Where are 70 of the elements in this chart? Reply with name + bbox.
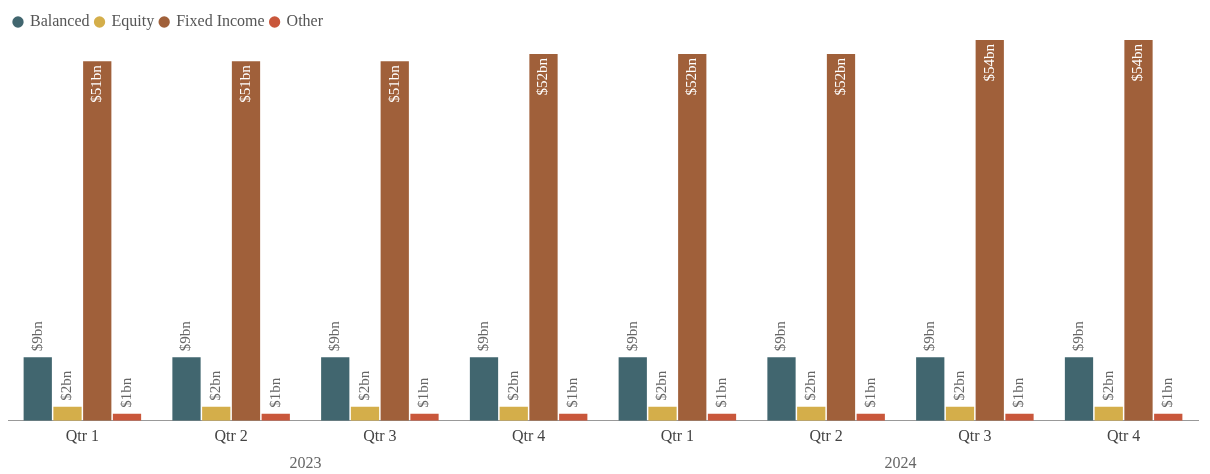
bar bbox=[321, 357, 350, 421]
x-tick-label: Qtr 3 bbox=[958, 426, 992, 444]
data-label: $1bn bbox=[117, 377, 134, 408]
bar bbox=[53, 406, 82, 421]
bar bbox=[380, 61, 409, 421]
bar bbox=[826, 54, 856, 421]
bar bbox=[767, 357, 796, 421]
data-label: $2bn bbox=[653, 370, 670, 401]
bar bbox=[975, 40, 1004, 421]
data-label: $2bn bbox=[950, 370, 967, 401]
data-label: $51bn bbox=[385, 64, 402, 103]
data-label: $2bn bbox=[504, 370, 521, 401]
bar bbox=[1124, 40, 1153, 421]
data-label: $9bn bbox=[772, 320, 789, 352]
legend-label: Balanced bbox=[30, 12, 90, 30]
x-tick-label: Qtr 2 bbox=[214, 426, 248, 444]
bar bbox=[499, 406, 528, 421]
legend-label: Fixed Income bbox=[176, 12, 265, 30]
data-label: $1bn bbox=[1159, 377, 1176, 408]
text: 2024 bbox=[884, 454, 917, 472]
data-label: $2bn bbox=[802, 370, 819, 401]
bar bbox=[83, 61, 112, 421]
data-label: $1bn bbox=[712, 377, 729, 408]
data-label: $9bn bbox=[921, 320, 938, 352]
x-tick-label: Qtr 1 bbox=[65, 426, 100, 444]
legend-label: Equity bbox=[111, 12, 155, 31]
data-label: $9bn bbox=[623, 320, 640, 352]
legend-label: Other bbox=[286, 12, 324, 30]
data-label: $1bn bbox=[1010, 377, 1027, 408]
data-label: $54bn bbox=[980, 43, 997, 82]
bar bbox=[797, 406, 826, 421]
data-label: $9bn bbox=[177, 320, 194, 352]
bar bbox=[618, 357, 647, 421]
data-label: $51bn bbox=[236, 64, 253, 103]
text: 2023 bbox=[289, 454, 322, 472]
data-label: $2bn bbox=[207, 370, 224, 401]
data-label: $9bn bbox=[1069, 320, 1086, 352]
bar bbox=[529, 54, 558, 421]
x-tick-label: Qtr 4 bbox=[511, 426, 546, 444]
bar bbox=[648, 406, 677, 421]
x-tick-label: Qtr 3 bbox=[363, 426, 397, 444]
data-label: $1bn bbox=[861, 377, 878, 408]
bar bbox=[172, 357, 201, 421]
data-label: $9bn bbox=[28, 320, 45, 352]
bar bbox=[916, 357, 945, 421]
data-label: $1bn bbox=[564, 377, 581, 408]
data-label: $1bn bbox=[415, 377, 432, 408]
data-label: $2bn bbox=[58, 370, 75, 401]
data-label: $52bn bbox=[534, 57, 551, 96]
x-tick-label: Qtr 4 bbox=[1106, 426, 1141, 444]
bar bbox=[23, 357, 52, 421]
data-label: $52bn bbox=[831, 57, 848, 96]
bar bbox=[1064, 357, 1094, 421]
data-label: $2bn bbox=[355, 370, 372, 401]
bar bbox=[231, 61, 261, 421]
x-tick-label: Qtr 1 bbox=[660, 426, 695, 444]
bar bbox=[678, 54, 707, 421]
data-label: $9bn bbox=[326, 320, 343, 352]
bar bbox=[469, 357, 499, 421]
data-label: $9bn bbox=[474, 320, 491, 352]
data-label: $2bn bbox=[1099, 370, 1116, 401]
x-tick-label: Qtr 2 bbox=[809, 426, 843, 444]
bar bbox=[1094, 406, 1123, 421]
bar bbox=[350, 406, 380, 421]
data-label: $51bn bbox=[88, 64, 105, 103]
data-label: $52bn bbox=[683, 57, 700, 96]
bar bbox=[945, 406, 975, 421]
data-label: $54bn bbox=[1129, 43, 1146, 82]
data-label: $1bn bbox=[266, 377, 283, 408]
bar bbox=[202, 406, 231, 421]
